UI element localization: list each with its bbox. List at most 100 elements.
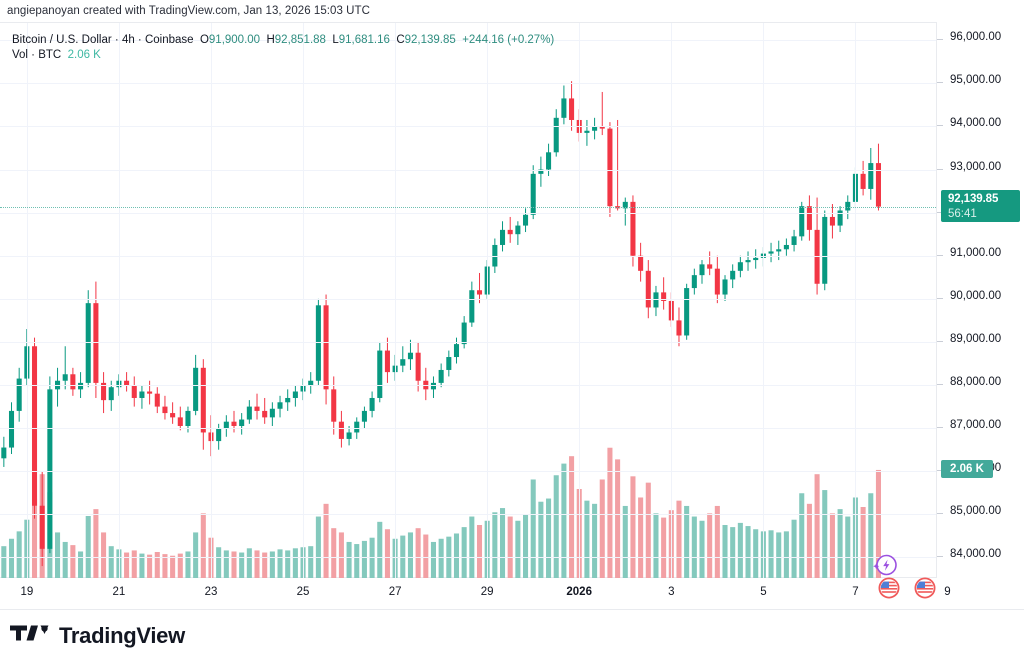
current-volume-value: 2.06 K: [950, 463, 984, 475]
volume-bar: [78, 551, 84, 579]
legend-symbol[interactable]: Bitcoin / U.S. Dollar: [12, 34, 112, 46]
volume-bar: [768, 530, 774, 579]
candle-body: [369, 397, 375, 411]
time-axis-tick: 19: [20, 586, 34, 598]
candle-body: [354, 421, 360, 433]
volume-bar: [246, 548, 252, 579]
current-price-badge: 92,139.85 56:41: [941, 189, 1020, 222]
volume-bar: [162, 554, 168, 579]
candle-body: [776, 249, 782, 252]
volume-bar: [607, 447, 613, 579]
price-axis[interactable]: 92,139.85 56:41 2.06 K 96,000.00 95,000.0…: [936, 22, 1024, 578]
price-tick-dash: [937, 168, 943, 170]
price-axis-tick: 88,000.00: [937, 376, 1024, 388]
candle-body: [8, 410, 15, 448]
candle-body: [139, 391, 145, 398]
tradingview-logo-text: TradingView: [59, 622, 185, 648]
candle-body: [208, 432, 214, 442]
candle-body: [714, 268, 720, 295]
volume-bar: [622, 505, 628, 579]
volume-bar: [154, 552, 160, 579]
price-axis-tick: 91,000.00: [937, 247, 1024, 259]
candle-body: [707, 264, 713, 269]
ai-insight-marker[interactable]: [871, 552, 899, 580]
candle-body: [875, 163, 881, 207]
candle-body: [338, 421, 344, 439]
candle-body: [638, 255, 644, 271]
volume-bar: [223, 550, 229, 579]
candle-body: [170, 413, 176, 418]
candle-body: [599, 126, 605, 129]
volume-bar: [845, 516, 851, 579]
price-gridline: [0, 514, 936, 515]
volume-bar: [354, 544, 360, 579]
attribution-text: angiepanoyan created with TradingView.co…: [7, 5, 370, 17]
candle-body: [185, 410, 191, 426]
candle-body: [592, 126, 598, 131]
volume-bar: [216, 547, 222, 579]
candle-body: [561, 98, 567, 118]
candle-body: [630, 201, 636, 256]
candle-body: [200, 367, 206, 433]
volume-bar: [369, 537, 375, 579]
candle-body: [584, 130, 590, 133]
volume-bar: [615, 459, 621, 579]
candle-body: [768, 251, 774, 254]
price-axis-tick: 85,000.00: [937, 505, 1024, 517]
candle-body: [193, 367, 199, 411]
price-axis-tick: 93,000.00: [937, 161, 1024, 173]
volume-bar: [653, 513, 659, 579]
volume-bar: [730, 527, 736, 579]
volume-bar: [262, 552, 268, 579]
volume-bar: [423, 534, 429, 579]
current-volume-badge: 2.06 K: [941, 460, 993, 478]
tradingview-logo[interactable]: TradingView: [0, 622, 185, 649]
price-tick-dash: [937, 254, 943, 256]
us-economic-event-marker-2[interactable]: [913, 576, 937, 600]
volume-bar: [630, 476, 636, 579]
volume-bar: [561, 463, 567, 579]
legend-volume-row: Vol · BTC 2.06 K: [12, 48, 554, 63]
candle-body: [453, 344, 460, 358]
time-axis-tick: 23: [204, 586, 218, 598]
price-tick-label: 93,000.00: [950, 160, 1002, 173]
legend-volume-value: 2.06 K: [67, 49, 101, 61]
volume-bar: [530, 479, 536, 579]
volume-bar: [323, 503, 329, 579]
time-gridline: [119, 23, 120, 579]
candle-body: [108, 387, 114, 401]
time-axis-tick: 5: [760, 586, 767, 598]
candle-body: [162, 406, 168, 414]
volume-bar: [93, 509, 99, 579]
legend-open-value: 91,900.00: [208, 34, 261, 46]
volume-bar: [361, 540, 367, 579]
us-economic-event-marker-1[interactable]: [877, 576, 901, 600]
volume-bar: [476, 525, 483, 579]
legend-interval[interactable]: 4h: [121, 34, 135, 46]
time-axis-tick: 7: [852, 586, 859, 598]
candle-body: [546, 152, 552, 170]
candle-wick: [601, 91, 603, 136]
chart-pane[interactable]: [0, 23, 936, 579]
volume-bar: [737, 522, 743, 579]
price-tick-dash: [937, 340, 943, 342]
candle-body: [860, 173, 866, 189]
volume-bar: [799, 493, 805, 579]
legend-exchange: Coinbase: [144, 34, 194, 46]
candle-body: [845, 201, 851, 211]
candle-body: [829, 216, 835, 226]
price-tick-dash: [937, 556, 943, 558]
candle-body: [262, 410, 268, 418]
candle-body: [469, 290, 475, 323]
candle-body: [101, 382, 107, 401]
candle-body: [308, 380, 314, 386]
legend-close-label: C: [396, 34, 405, 46]
volume-bar: [239, 552, 245, 579]
candle-body: [745, 260, 751, 263]
volume-bar: [193, 532, 199, 579]
price-tick-dash: [937, 297, 943, 299]
time-axis-tick: 3: [668, 586, 675, 598]
time-axis[interactable]: 19 21 23 25 27 29 2026 3 5 7 9: [0, 578, 1024, 610]
volume-bar: [430, 541, 436, 579]
volume-bar: [638, 497, 644, 579]
